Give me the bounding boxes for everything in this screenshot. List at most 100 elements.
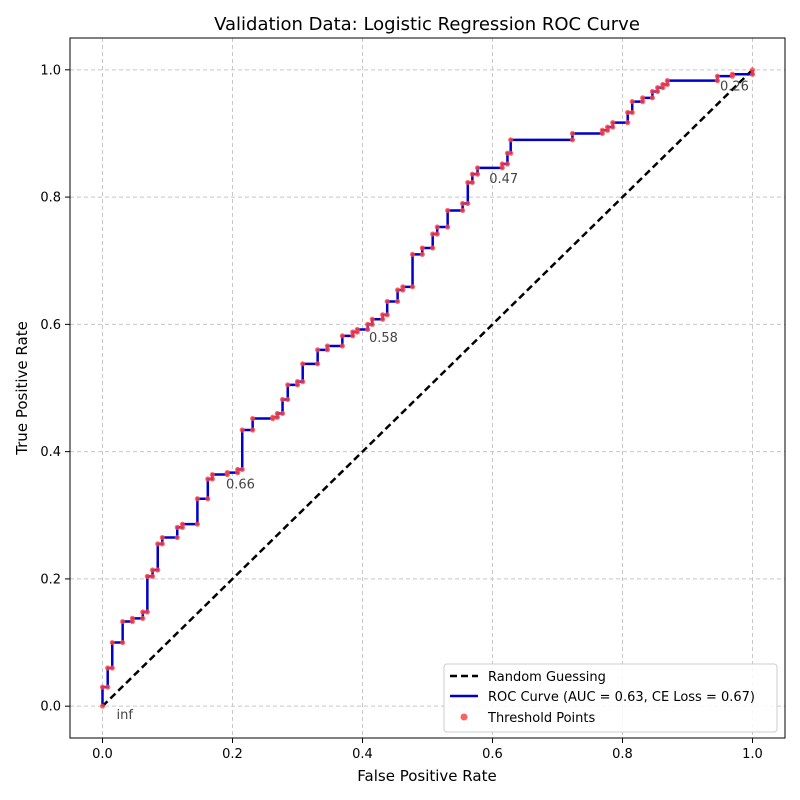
threshold-point bbox=[664, 78, 670, 84]
threshold-point bbox=[569, 137, 576, 143]
threshold-point bbox=[460, 200, 466, 207]
grid bbox=[70, 38, 785, 738]
threshold-point bbox=[129, 615, 135, 621]
threshold-point bbox=[155, 541, 161, 547]
threshold-point bbox=[279, 396, 286, 403]
threshold-point bbox=[174, 524, 180, 530]
threshold-point bbox=[194, 521, 200, 527]
threshold-point bbox=[749, 71, 756, 77]
threshold-point bbox=[655, 85, 661, 91]
threshold-point bbox=[419, 245, 425, 251]
threshold-point bbox=[499, 165, 505, 171]
legend: Random Guessing ROC Curve (AUC = 0.63, C… bbox=[443, 663, 778, 733]
threshold-point bbox=[174, 534, 180, 541]
threshold-point bbox=[354, 326, 360, 333]
threshold-point bbox=[149, 567, 156, 573]
threshold-point bbox=[749, 67, 756, 73]
plot-frame bbox=[69, 37, 786, 739]
threshold-point bbox=[714, 78, 721, 84]
threshold-point bbox=[649, 88, 656, 95]
threshold-point bbox=[409, 284, 416, 290]
x-tick-label: 0.8 bbox=[612, 747, 633, 762]
y-tick-label: 0.6 bbox=[40, 318, 61, 333]
threshold-point bbox=[279, 410, 286, 417]
threshold-point bbox=[140, 609, 146, 615]
threshold-point bbox=[159, 534, 165, 541]
threshold-point bbox=[430, 245, 436, 251]
threshold-point bbox=[380, 312, 386, 318]
threshold-point bbox=[315, 361, 321, 367]
threshold-point bbox=[729, 71, 735, 77]
threshold-point bbox=[239, 466, 245, 473]
threshold-point bbox=[339, 343, 345, 349]
threshold-point bbox=[625, 120, 631, 126]
threshold-point bbox=[610, 124, 616, 130]
threshold-point bbox=[179, 521, 186, 527]
threshold-point bbox=[159, 541, 165, 547]
threshold-point bbox=[604, 124, 611, 130]
threshold-annotations: inf 0.66 0.58 0.47 0.26 bbox=[117, 80, 749, 723]
threshold-point bbox=[419, 251, 425, 257]
threshold-point bbox=[655, 88, 661, 95]
threshold-point bbox=[105, 665, 111, 671]
threshold-point bbox=[155, 567, 161, 573]
legend-roc-label: ROC Curve (AUC = 0.63, CE Loss = 0.67) bbox=[488, 690, 755, 705]
threshold-point bbox=[144, 609, 150, 615]
threshold-annotation: inf bbox=[117, 708, 134, 723]
threshold-point bbox=[294, 379, 301, 385]
threshold-point bbox=[350, 329, 356, 335]
threshold-point bbox=[324, 343, 330, 349]
threshold-point bbox=[235, 466, 241, 473]
threshold-point bbox=[270, 414, 276, 420]
threshold-point bbox=[369, 316, 375, 322]
threshold-point bbox=[714, 73, 721, 79]
threshold-point bbox=[434, 224, 440, 230]
threshold-point bbox=[315, 347, 321, 353]
threshold-point bbox=[629, 99, 635, 105]
legend-box bbox=[443, 663, 778, 733]
x-tick-label: 1.0 bbox=[742, 747, 763, 762]
threshold-point bbox=[508, 150, 514, 156]
threshold-point bbox=[434, 231, 440, 237]
threshold-point bbox=[109, 665, 115, 671]
axis-ticks: 0.0 0.2 0.4 0.6 0.8 1.0 0.0 0.2 0.4 0.6 0.8 1.0 bbox=[40, 63, 763, 762]
threshold-point bbox=[205, 476, 211, 482]
x-tick-label: 0.2 bbox=[222, 747, 243, 762]
threshold-point bbox=[120, 639, 126, 646]
threshold-point bbox=[465, 179, 471, 186]
threshold-point bbox=[569, 130, 576, 137]
legend-points-label: Threshold Points bbox=[487, 711, 595, 726]
threshold-point bbox=[640, 95, 646, 101]
threshold-point bbox=[140, 615, 146, 621]
threshold-point bbox=[250, 415, 256, 422]
threshold-point bbox=[285, 396, 291, 403]
threshold-point bbox=[239, 427, 245, 433]
threshold-point bbox=[224, 470, 230, 476]
threshold-point bbox=[660, 81, 666, 88]
threshold-point bbox=[105, 684, 111, 690]
threshold-point bbox=[430, 231, 436, 237]
threshold-point bbox=[109, 639, 115, 646]
threshold-point bbox=[149, 573, 156, 579]
threshold-point bbox=[144, 573, 150, 579]
threshold-point bbox=[625, 109, 631, 116]
threshold-point bbox=[599, 127, 605, 133]
threshold-point bbox=[120, 618, 126, 625]
legend-random-label: Random Guessing bbox=[488, 670, 606, 685]
series-layer bbox=[99, 67, 756, 709]
threshold-point bbox=[469, 171, 475, 177]
x-axis-label: False Positive Rate bbox=[357, 767, 496, 785]
threshold-point bbox=[504, 161, 511, 167]
y-axis-label: True Positive Rate bbox=[13, 321, 31, 456]
threshold-point bbox=[640, 99, 646, 105]
threshold-point bbox=[365, 326, 371, 333]
threshold-point bbox=[629, 109, 635, 116]
threshold-point bbox=[384, 312, 390, 318]
threshold-point bbox=[339, 333, 345, 339]
threshold-point bbox=[460, 207, 466, 214]
threshold-point bbox=[99, 684, 106, 690]
threshold-point bbox=[400, 284, 406, 290]
threshold-annotation: 0.66 bbox=[226, 477, 255, 492]
threshold-point bbox=[250, 427, 256, 433]
y-tick-label: 1.0 bbox=[40, 63, 61, 78]
